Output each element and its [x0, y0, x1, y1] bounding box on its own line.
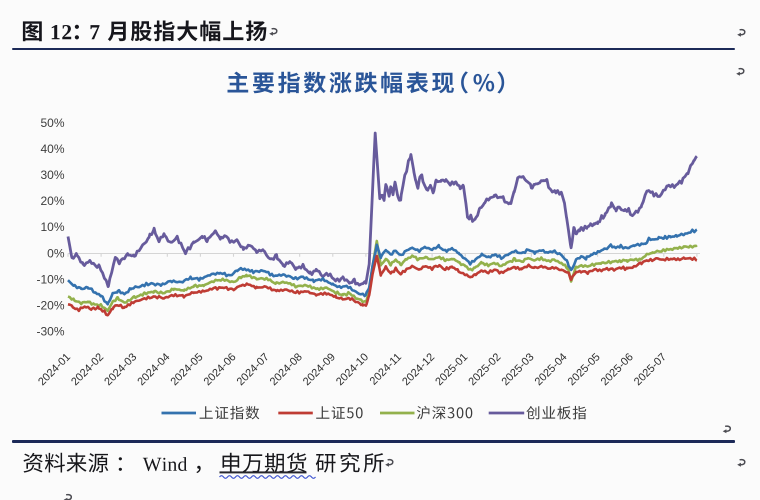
svg-text:2024-11: 2024-11: [368, 351, 404, 387]
svg-text:2025-06: 2025-06: [599, 351, 636, 388]
svg-text:2024-01: 2024-01: [36, 351, 73, 388]
svg-text:50%: 50%: [40, 116, 64, 130]
svg-text:2024-10: 2024-10: [334, 351, 371, 388]
svg-text:0%: 0%: [47, 246, 65, 260]
svg-text:2025-05: 2025-05: [566, 351, 603, 388]
svg-text:2025-07: 2025-07: [632, 351, 669, 388]
svg-text:10%: 10%: [40, 220, 64, 234]
svg-text:-10%: -10%: [36, 272, 64, 286]
svg-text:2025-02: 2025-02: [466, 351, 503, 388]
svg-text:2025-04: 2025-04: [533, 351, 570, 388]
svg-text:2024-03: 2024-03: [102, 351, 139, 388]
svg-text:30%: 30%: [40, 168, 64, 182]
svg-text:2024-12: 2024-12: [400, 351, 437, 388]
svg-text:-20%: -20%: [36, 299, 64, 313]
svg-text:2024-02: 2024-02: [69, 351, 106, 388]
svg-text:2024-04: 2024-04: [135, 351, 172, 388]
svg-text:-30%: -30%: [36, 325, 64, 339]
svg-text:2024-06: 2024-06: [202, 351, 239, 388]
svg-text:40%: 40%: [40, 142, 64, 156]
svg-text:2024-09: 2024-09: [301, 351, 338, 388]
svg-text:2024-08: 2024-08: [268, 351, 305, 388]
svg-text:2025-03: 2025-03: [499, 351, 536, 388]
svg-text:20%: 20%: [40, 194, 64, 208]
svg-text:2025-01: 2025-01: [433, 351, 470, 388]
svg-text:2024-05: 2024-05: [168, 351, 205, 388]
svg-text:2024-07: 2024-07: [235, 351, 272, 388]
